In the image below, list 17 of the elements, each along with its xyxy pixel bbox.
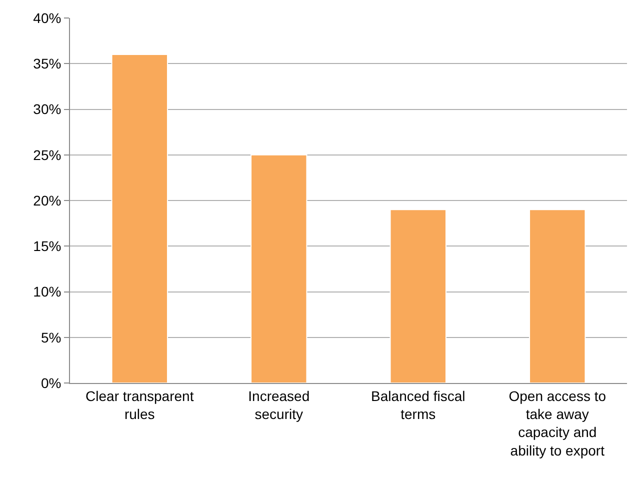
- x-tick-label: Increased security: [248, 388, 310, 422]
- bar: [111, 54, 168, 383]
- bar: [390, 209, 446, 383]
- y-tick-label: 30%: [33, 101, 62, 118]
- y-tick-label: 40%: [33, 10, 62, 26]
- x-tick-label: Balanced fiscal terms: [371, 388, 466, 422]
- y-tick-label: 35%: [33, 56, 62, 72]
- y-tick-label: 25%: [33, 146, 62, 163]
- y-tick-label: 0%: [40, 374, 62, 391]
- y-tick-label: 5%: [40, 329, 62, 346]
- y-tick-label: 15%: [33, 238, 62, 254]
- y-tick-label: 20%: [33, 192, 62, 208]
- x-tick-label: Clear transparent rules: [86, 388, 194, 422]
- x-tick-label: Open access to take away capacity and ability to export: [508, 388, 606, 458]
- bar: [529, 209, 586, 383]
- bar: [250, 154, 308, 383]
- y-tick-label: 10%: [33, 284, 62, 300]
